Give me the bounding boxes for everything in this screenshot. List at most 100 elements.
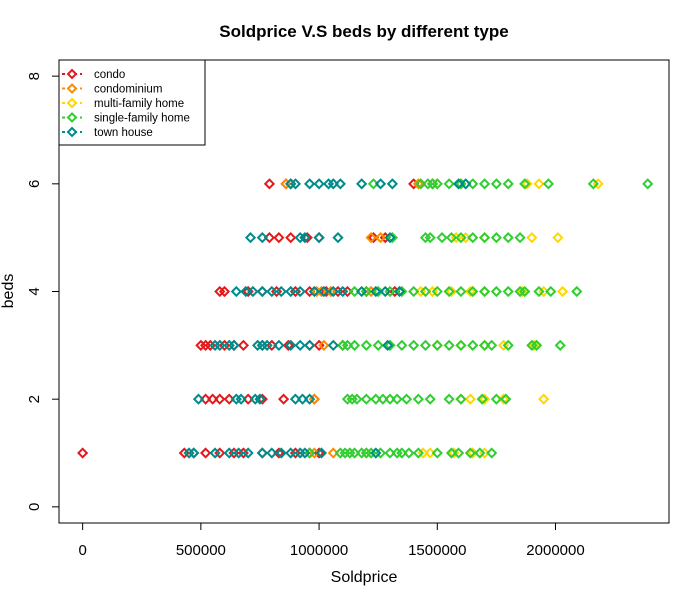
point-multi-family-home: [497, 393, 510, 405]
point-single-family-home: [571, 285, 583, 298]
point-condominium: [365, 232, 377, 244]
point-single-family-home: [348, 285, 361, 298]
point-single-family-home: [455, 232, 467, 244]
x-axis-label: Soldprice: [331, 569, 398, 586]
point-town-house: [240, 285, 252, 298]
point-multi-family-home: [464, 393, 477, 405]
point-multi-family-home: [538, 393, 550, 405]
x-tick-label: 1500000: [408, 542, 466, 559]
point-single-family-home: [530, 339, 543, 351]
point-multi-family-home: [445, 285, 458, 298]
point-single-family-home: [419, 285, 432, 298]
point-single-family-home: [431, 178, 443, 190]
point-single-family-home: [341, 339, 354, 351]
point-single-family-home: [412, 447, 424, 459]
point-town-house: [384, 232, 396, 244]
chart-title: Soldprice V.S beds by different type: [219, 22, 508, 41]
point-single-family-home: [490, 232, 503, 244]
point-single-family-home: [403, 447, 415, 459]
point-single-family-home: [478, 178, 491, 190]
point-condo: [256, 393, 268, 405]
point-single-family-home: [386, 232, 398, 244]
point-town-house: [273, 339, 285, 351]
point-single-family-home: [467, 285, 479, 298]
point-single-family-home: [360, 339, 372, 351]
point-single-family-home: [464, 447, 477, 459]
point-town-house: [230, 285, 242, 298]
point-single-family-home: [384, 393, 396, 405]
x-tick-label: 0: [78, 542, 86, 559]
point-town-house: [296, 393, 309, 405]
point-single-family-home: [443, 339, 455, 351]
point-condo: [277, 393, 290, 405]
point-town-house: [327, 178, 339, 190]
point-town-house: [285, 339, 297, 351]
point-single-family-home: [377, 393, 389, 405]
point-condominium: [374, 232, 387, 244]
point-town-house: [318, 285, 330, 298]
point-town-house: [254, 393, 266, 405]
point-single-family-home: [431, 339, 443, 351]
y-axis-label: beds: [0, 274, 17, 309]
point-town-house: [261, 339, 273, 351]
point-condo: [263, 232, 276, 244]
point-town-house: [308, 285, 320, 298]
point-town-house: [334, 178, 346, 190]
point-single-family-home: [455, 339, 467, 351]
point-single-family-home: [443, 285, 455, 298]
point-single-family-home: [443, 393, 455, 405]
point-single-family-home: [372, 339, 384, 351]
legend-label-condo: condo: [94, 69, 125, 81]
point-town-house: [356, 285, 368, 298]
point-condo: [207, 393, 219, 405]
y-tick-label: 0: [26, 503, 43, 511]
point-multi-family-home: [521, 178, 533, 190]
point-condo: [237, 339, 250, 351]
point-single-family-home: [642, 178, 654, 190]
point-condo: [242, 393, 254, 405]
legend-marker-single-family-home: [66, 112, 78, 123]
point-condominium: [412, 178, 424, 190]
point-town-house: [192, 393, 205, 405]
point-town-house: [304, 393, 316, 405]
point-condo: [273, 447, 285, 459]
point-single-family-home: [502, 178, 514, 190]
point-single-family-home: [431, 447, 443, 459]
x-axis: 0 500000 1000000 1500000 2000000: [78, 522, 585, 559]
point-condo: [218, 285, 231, 298]
point-single-family-home: [348, 339, 361, 351]
point-single-family-home: [360, 393, 372, 405]
point-town-house: [289, 178, 302, 190]
point-multi-family-home: [464, 285, 477, 298]
point-multi-family-home: [528, 339, 540, 351]
point-town-house: [299, 232, 311, 244]
point-town-house: [266, 447, 278, 459]
point-town-house: [313, 178, 325, 190]
point-single-family-home: [502, 339, 514, 351]
point-condominium: [315, 285, 328, 298]
legend-label-single-family-home: single-family home: [94, 113, 190, 125]
point-town-house: [356, 178, 368, 190]
point-town-house: [460, 178, 472, 190]
point-town-house: [275, 447, 287, 459]
point-single-family-home: [554, 339, 566, 351]
y-axis: 0 2 4 6 8: [26, 72, 60, 511]
point-town-house: [370, 447, 382, 459]
point-town-house: [327, 285, 339, 298]
point-single-family-home: [415, 178, 427, 190]
point-single-family-home: [519, 285, 531, 298]
point-multi-family-home: [556, 285, 569, 298]
point-single-family-home: [587, 178, 599, 190]
x-tick-label: 1000000: [290, 542, 348, 559]
point-multi-family-home: [516, 285, 529, 298]
point-town-house: [337, 285, 349, 298]
point-condo: [263, 178, 276, 190]
point-town-house: [379, 285, 391, 298]
point-single-family-home: [452, 447, 465, 459]
point-single-family-home: [455, 393, 467, 405]
point-single-family-home: [424, 232, 436, 244]
point-single-family-home: [396, 447, 408, 459]
point-single-family-home: [384, 339, 396, 351]
point-town-house: [275, 285, 287, 298]
point-single-family-home: [412, 393, 424, 405]
